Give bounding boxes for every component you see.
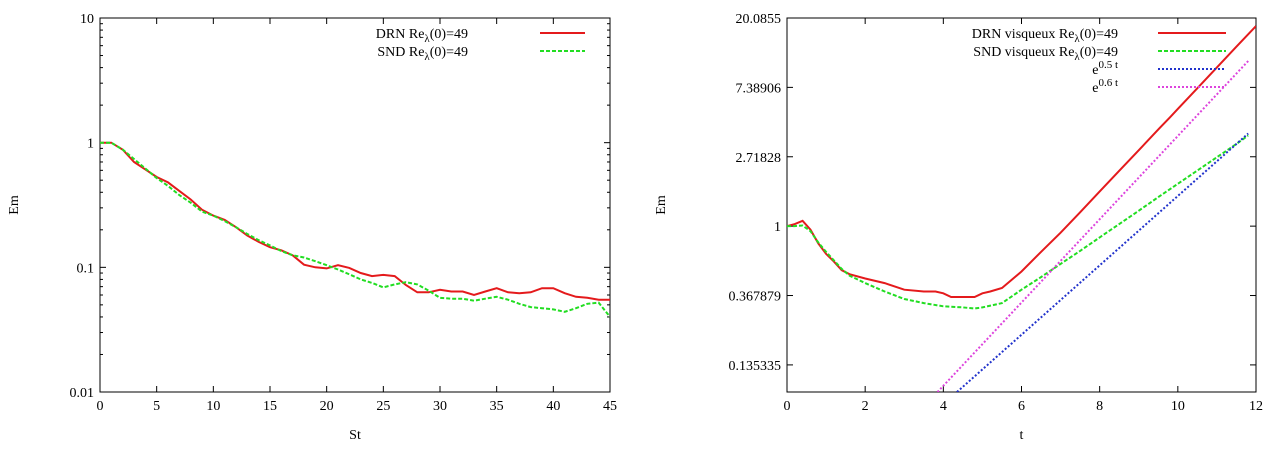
x-tick-label: 10 <box>1171 399 1185 414</box>
y-tick-label: 1 <box>87 137 94 152</box>
x-axis-label: St <box>349 428 361 443</box>
chart-1: 0 5 10 15 20 25 30 35 40 45 0.01 0.1 1 10 St Em DRN Reλ(… <box>7 12 617 443</box>
series-line-3 <box>956 132 1249 392</box>
x-tick-label: 6 <box>1018 399 1025 414</box>
legend-label: e0.5 t <box>1092 59 1118 78</box>
series-line-1 <box>787 25 1256 298</box>
y-tick-label: 0.135335 <box>729 359 782 374</box>
x-tick-label: 4 <box>940 399 947 414</box>
plot-frame <box>99 17 611 393</box>
y-tick-label: 0.1 <box>77 261 95 276</box>
x-tick-label: 0 <box>97 399 104 414</box>
x-tick-label: 8 <box>1096 399 1103 414</box>
x-tick-label: 5 <box>153 399 160 414</box>
y-tick-label: 0.367879 <box>729 290 782 305</box>
series-line-4 <box>936 60 1249 392</box>
y-tick-label: 0.01 <box>70 386 95 401</box>
y-axis-label: Em <box>654 195 669 215</box>
x-tick-label: 35 <box>490 399 504 414</box>
x-tick-label: 25 <box>376 399 390 414</box>
x-tick-label: 45 <box>603 399 617 414</box>
x-tick-label: 30 <box>433 399 447 414</box>
chart-2: 0 2 4 6 8 10 12 0.135335 0.367879 1 2.71828 7.38906… <box>654 12 1263 443</box>
x-tick-label: 20 <box>320 399 334 414</box>
y-axis-label: Em <box>7 195 22 215</box>
legend-label: e0.6 t <box>1092 77 1118 96</box>
x-tick-label: 15 <box>263 399 277 414</box>
y-tick-label: 2.71828 <box>736 151 782 166</box>
x-tick-label: 2 <box>862 399 869 414</box>
legend-label: DRN Reλ(0)=49 <box>376 27 468 45</box>
legend-label: SND Reλ(0)=49 <box>377 45 468 63</box>
y-tick-label: 7.38906 <box>736 81 782 96</box>
y-tick-label: 1 <box>774 220 781 235</box>
x-tick-label: 40 <box>546 399 560 414</box>
x-tick-label: 10 <box>206 399 220 414</box>
series-line-2 <box>100 141 610 318</box>
legend-label: SND visqueux Reλ(0)=49 <box>973 45 1118 63</box>
legend-label: DRN visqueux Reλ(0)=49 <box>972 27 1118 45</box>
y-tick-label: 20.0855 <box>736 12 782 27</box>
series-line-2 <box>787 134 1249 310</box>
y-tick-label: 10 <box>80 12 94 27</box>
x-tick-label: 12 <box>1249 399 1263 414</box>
x-axis-label: t <box>1020 428 1024 443</box>
x-tick-label: 0 <box>784 399 791 414</box>
series-line-1 <box>100 141 610 301</box>
